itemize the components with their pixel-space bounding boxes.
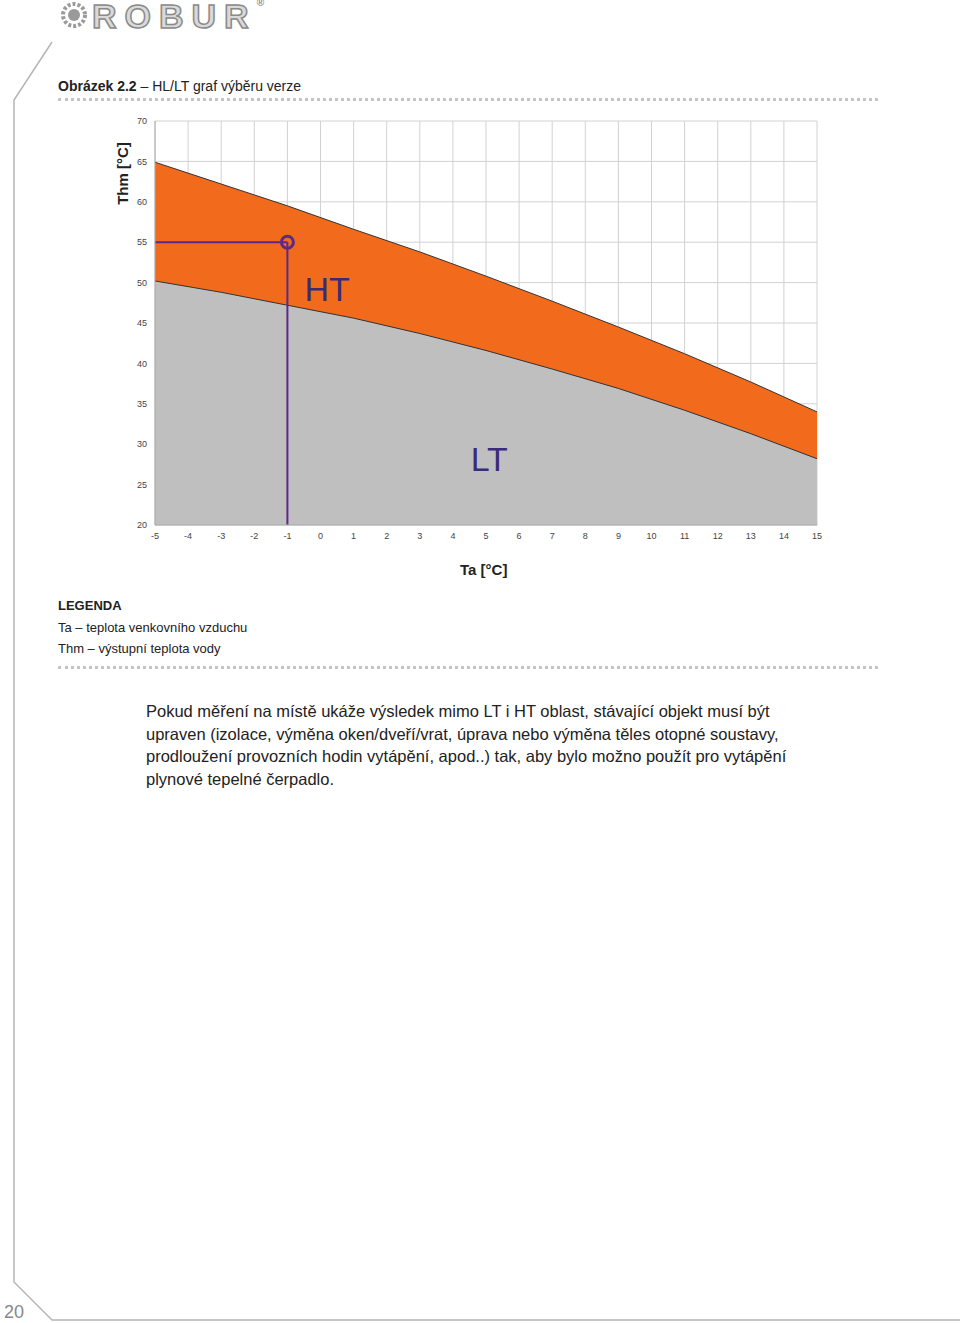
html-text:Ta [°C]: Ta [°C]	[460, 561, 508, 578]
svg-text:14: 14	[779, 531, 789, 541]
svg-text:15: 15	[812, 531, 822, 541]
svg-text:3: 3	[417, 531, 422, 541]
svg-text:50: 50	[137, 278, 147, 288]
svg-text:12: 12	[713, 531, 723, 541]
svg-text:HT: HT	[304, 270, 349, 308]
svg-text:11: 11	[680, 531, 689, 541]
svg-text:-3: -3	[217, 531, 225, 541]
svg-text:70: 70	[137, 116, 147, 126]
svg-text:4: 4	[450, 531, 455, 541]
html-text:Pokud měření na místě ukáže vý: Pokud měření na místě ukáže výsledek mim…	[146, 702, 770, 720]
svg-text:65: 65	[137, 157, 147, 167]
svg-text:9: 9	[616, 531, 621, 541]
svg-text:45: 45	[137, 318, 147, 328]
svg-text:-4: -4	[184, 531, 192, 541]
svg-text:-5: -5	[151, 531, 159, 541]
svg-text:55: 55	[137, 237, 147, 247]
html-text:plynové tepelné čerpadlo.: plynové tepelné čerpadlo.	[146, 769, 335, 788]
svg-text:20: 20	[137, 520, 147, 530]
html-text:Thm [°C]: Thm [°C]	[113, 142, 131, 205]
svg-text:1: 1	[351, 531, 356, 541]
svg-text:6: 6	[517, 531, 522, 541]
svg-text:25: 25	[137, 480, 147, 490]
svg-text:-1: -1	[283, 531, 291, 541]
html-text:Thm – výstupní teplota vody: Thm – výstupní teplota vody	[58, 641, 221, 656]
svg-text:60: 60	[137, 197, 147, 207]
svg-text:7: 7	[550, 531, 555, 541]
html-text:prodloužení provozních hodin v: prodloužení provozních hodin vytápění, a…	[146, 747, 787, 765]
html-text:upraven (izolace, výměna oken/: upraven (izolace, výměna oken/dveří/vrat…	[146, 724, 779, 743]
svg-text:0: 0	[318, 531, 323, 541]
svg-text:13: 13	[746, 531, 756, 541]
svg-text:-2: -2	[250, 531, 258, 541]
html-text:LEGENDA: LEGENDA	[58, 598, 122, 613]
svg-text:40: 40	[137, 359, 147, 369]
svg-text:8: 8	[583, 531, 588, 541]
svg-text:35: 35	[137, 399, 147, 409]
svg-text:2: 2	[384, 531, 389, 541]
svg-text:10: 10	[646, 531, 656, 541]
html-text:Ta – teplota venkovního vzduch: Ta – teplota venkovního vzduchu	[58, 620, 248, 635]
html-text:Obrázek 2.2 – HL/LT graf výběr: Obrázek 2.2 – HL/LT graf výběru verze	[58, 78, 302, 94]
svg-text:30: 30	[137, 439, 147, 449]
svg-text:LT: LT	[471, 440, 508, 478]
html-text:20: 20	[4, 1302, 24, 1322]
svg-text:5: 5	[483, 531, 488, 541]
